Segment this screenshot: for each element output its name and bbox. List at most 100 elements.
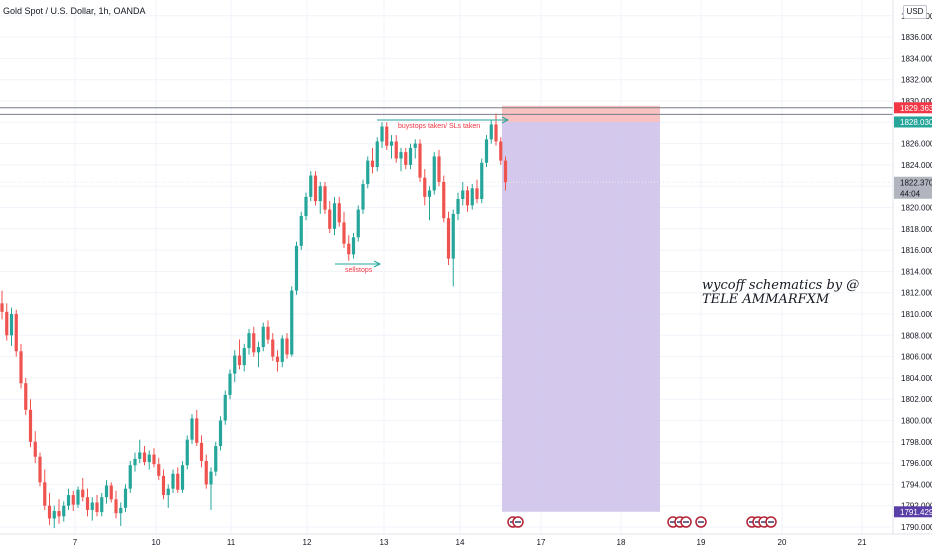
price-label: 1829.363 <box>900 104 932 113</box>
candle-body <box>71 495 75 505</box>
price-tick: 1812.000 <box>901 289 932 298</box>
price-tick: 1834.000 <box>901 54 932 63</box>
candle-body <box>242 348 246 366</box>
candle-body <box>427 190 432 197</box>
candle-body <box>218 420 223 447</box>
candle-body <box>356 209 360 238</box>
candle-body <box>399 152 403 159</box>
price-tick: 1814.000 <box>901 267 932 276</box>
candle-body <box>14 314 18 352</box>
candle-body <box>209 471 213 485</box>
price-tick: 1806.000 <box>901 353 932 362</box>
time-tick: 17 <box>537 538 546 547</box>
candle-body <box>484 139 489 163</box>
candle-body <box>52 511 56 519</box>
price-scale-bg <box>893 0 932 550</box>
price-tick: 1826.000 <box>901 140 932 149</box>
candle-body <box>142 452 147 463</box>
candle-body <box>351 237 356 255</box>
time-tick: 21 <box>858 538 867 547</box>
price-label-bg <box>894 506 932 518</box>
price-tick: 1820.000 <box>901 204 932 213</box>
candle-body <box>465 190 470 206</box>
candle-body <box>256 347 261 353</box>
candle-body <box>81 489 85 498</box>
symbol-title: Gold Spot / U.S. Dollar, 1h, OANDA <box>3 6 146 16</box>
candle-body <box>109 485 113 500</box>
price-tick: 1798.000 <box>901 438 932 447</box>
currency-button[interactable]: USD <box>903 5 927 19</box>
price-tick: 1830.000 <box>901 97 932 106</box>
price-label: 1822.370 <box>900 178 932 187</box>
candle-body <box>228 373 232 395</box>
candle-body <box>275 356 280 362</box>
candle-body <box>147 454 151 463</box>
time-tick: 14 <box>456 538 465 547</box>
candle-body <box>43 482 47 506</box>
candle-body <box>119 507 123 514</box>
candle-body <box>394 141 398 159</box>
candle-body <box>380 126 384 142</box>
candle-body <box>62 505 66 517</box>
candle-body <box>413 143 417 148</box>
price-tick: 1804.000 <box>901 374 932 383</box>
candle-body <box>104 485 109 498</box>
price-label: 1828.030 <box>900 118 932 127</box>
time-axis: 7 10 11 12 13 14 17 18 19 20 21 <box>73 538 867 547</box>
candle-body <box>90 502 94 510</box>
candle-body <box>437 156 441 182</box>
annotation-sellstops: sellstops <box>345 267 373 274</box>
candle-body <box>266 326 270 340</box>
candle-body <box>33 441 37 457</box>
candle-body <box>9 314 14 336</box>
price-label-bg <box>894 102 932 114</box>
chart-grid <box>0 0 893 534</box>
candle-body <box>76 489 80 505</box>
candle-body <box>47 505 52 519</box>
candle-body <box>404 152 408 165</box>
time-tick: 20 <box>778 538 787 547</box>
candle-body <box>375 141 379 168</box>
candle-body <box>171 473 175 489</box>
candle-body <box>328 209 332 229</box>
price-tick: 1816.000 <box>901 246 932 255</box>
candle-body <box>237 355 242 366</box>
candle-body <box>247 333 251 349</box>
candle-body <box>475 188 479 199</box>
time-tick: 11 <box>227 538 236 547</box>
price-tick: 1818.000 <box>901 225 932 234</box>
candle-body <box>499 141 503 161</box>
candle-body <box>332 203 337 229</box>
candle-body <box>195 418 199 443</box>
candles <box>0 113 508 529</box>
price-tick: 1810.000 <box>901 310 932 319</box>
candle-body <box>304 196 308 217</box>
candle-body <box>114 499 118 514</box>
candle-body <box>138 452 142 459</box>
candle-body <box>337 203 341 223</box>
candle-body <box>185 439 189 466</box>
price-labels: 1829.363 1828.030 1822.370 44:04 1791.429 <box>894 102 932 518</box>
candle-body <box>418 143 422 178</box>
price-tick: 1792.000 <box>901 502 932 511</box>
candle-body <box>309 175 313 197</box>
candle-body <box>199 442 204 461</box>
candle-body <box>480 162 484 199</box>
candle-body <box>432 156 436 191</box>
candle-body <box>57 511 61 517</box>
candle-body <box>66 495 71 506</box>
candle-body <box>385 126 389 146</box>
candle-body <box>366 160 370 185</box>
candle-body <box>442 181 446 219</box>
candle-body <box>152 454 156 465</box>
candle-body <box>323 186 327 210</box>
candle-body <box>290 290 294 355</box>
candle-body <box>133 458 137 466</box>
candle-body <box>19 351 23 384</box>
candle-body <box>0 303 4 312</box>
price-tick: 1790.000 <box>901 523 932 532</box>
candle-body <box>503 160 508 183</box>
time-tick: 18 <box>617 538 626 547</box>
price-tick: 1802.000 <box>901 395 932 404</box>
